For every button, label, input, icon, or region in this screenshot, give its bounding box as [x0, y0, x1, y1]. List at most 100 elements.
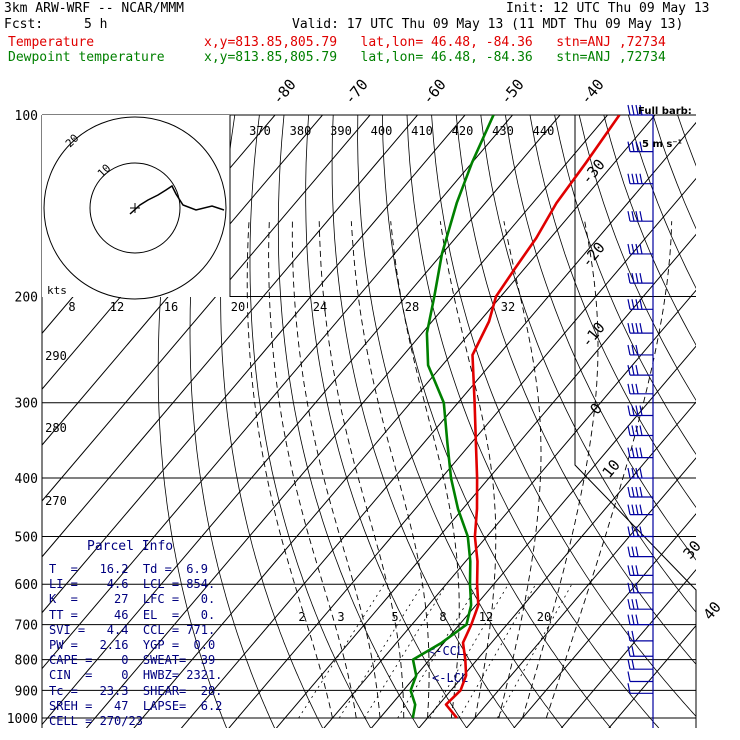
moist-adiabat-line [350, 221, 430, 719]
barb-legend: Full barb: 5 m s⁻¹ [638, 84, 692, 161]
wind-barb-flag [635, 526, 639, 537]
wind-barb [627, 582, 653, 594]
mixing-ratio-line [497, 584, 573, 719]
wind-barb-flag [635, 243, 639, 255]
wind-barb-flag [631, 383, 635, 394]
isotherm-label: 30 [679, 537, 704, 562]
wind-barb-flag [635, 546, 639, 557]
wind-barb-flag [631, 425, 635, 436]
model-title: 3km ARW-WRF -- NCAR/MMM [4, 1, 185, 16]
theta-label: 430 [492, 124, 514, 138]
left-theta-label: 290 [45, 349, 67, 363]
moist-adiabat-line [439, 221, 497, 719]
barb-legend-line1: Full barb: [638, 106, 692, 117]
wind-barb-flag [639, 467, 643, 479]
mixing-ratio-label: 12 [479, 610, 493, 624]
wind-barb [627, 104, 653, 116]
wind-barb-flag [635, 104, 639, 116]
mixing-ratio-line [458, 584, 537, 719]
wind-barb-flag [631, 614, 635, 625]
wind-barb-flag [639, 141, 643, 152]
wind-barb-flag [627, 211, 631, 222]
isotherm-line [370, 345, 696, 728]
wind-barb-flag [627, 671, 631, 682]
wind-barb-flag [639, 299, 643, 310]
dry-adiabat-line [220, 115, 323, 728]
wind-barb-flag [627, 425, 631, 436]
moist-adiabat-line [390, 221, 460, 719]
wind-barb-flag [631, 504, 635, 515]
pressure-tick-label: 600 [15, 578, 38, 593]
isotherm-line [42, 115, 419, 558]
kts-label: kts [47, 284, 67, 297]
dry-adiabat-line [277, 115, 420, 728]
wind-barb [627, 467, 653, 479]
init-time: Init: 12 UTC Thu 09 May 13 [506, 1, 710, 16]
isotherm-line [42, 115, 466, 614]
wind-barb-flag [627, 565, 631, 576]
left-theta-label: 280 [45, 421, 67, 435]
wind-barb-flag [631, 467, 635, 479]
wind-barb [627, 659, 653, 670]
wind-barb-flag [631, 486, 635, 498]
wind-barb [627, 425, 653, 437]
wind-barb-flag [627, 104, 631, 116]
wind-barb-flag [631, 104, 635, 116]
wind-barb-flag [631, 211, 635, 222]
wind-barb-flag [639, 272, 643, 284]
dry-adiabat-line [157, 115, 228, 728]
right-border [574, 115, 697, 728]
isotherm-line [85, 115, 609, 728]
wind-barb-flag [627, 243, 631, 255]
wind-barb-flag [627, 467, 631, 479]
hodograph-trace [129, 184, 225, 215]
isotherm-line [42, 115, 561, 726]
forecast-hours: 5 h [84, 17, 108, 32]
wind-barb [627, 630, 653, 642]
parcel-row: CAPE = 0 SWEAT= 39 [49, 653, 216, 668]
lcl-marker: <-LCL [432, 671, 468, 685]
isotherm-label: -50 [497, 76, 528, 108]
storm-motion-marker [130, 203, 140, 213]
hodograph-speed-label: 28 [405, 300, 419, 314]
wind-barb-flag [631, 546, 635, 557]
wind-barb-flag [627, 447, 631, 458]
isotherm-line [228, 177, 696, 728]
wind-barb-flag [635, 447, 639, 458]
wind-barb-flag [627, 630, 631, 642]
wind-barb-flag [631, 582, 635, 593]
dry-adiabat-line [480, 115, 696, 613]
dry-adiabat-line [431, 115, 696, 717]
dry-adiabat-line [529, 115, 696, 509]
hodograph-ring [43, 116, 227, 300]
dewpoint-legend: Dewpoint temperature [8, 50, 165, 65]
mixing-ratio-line [364, 584, 447, 719]
wind-barb [627, 546, 653, 558]
dry-adiabat-line [677, 115, 696, 167]
wind-barb-flag [635, 582, 639, 593]
wind-barb-flag [631, 630, 635, 642]
wind-barb-flag [627, 599, 631, 610]
isotherm-line [42, 115, 371, 502]
wind-barb [627, 671, 653, 683]
isotherm-label: -80 [269, 76, 300, 108]
dry-adiabat-line [189, 115, 276, 728]
wind-barb-flag [635, 486, 639, 498]
wind-barb-flag [627, 173, 631, 184]
wind-barb-flag [627, 582, 631, 593]
wind-barb-flag [639, 173, 643, 184]
pressure-tick-label: 100 [15, 109, 38, 124]
hodograph-bg [42, 115, 230, 297]
wind-barb-flag [639, 243, 643, 255]
wind-barb-flag [627, 405, 631, 416]
wind-barb [627, 364, 653, 376]
wind-barb-flag [627, 659, 631, 670]
barb-legend-line2: 5 m s⁻¹ [642, 139, 682, 150]
wind-barb [627, 141, 653, 153]
wind-barb-flag [631, 344, 635, 356]
wind-barb [627, 211, 653, 222]
hodograph-speed-label: 20 [231, 300, 245, 314]
wind-barb [627, 614, 653, 626]
isotherm-label: -70 [341, 76, 372, 108]
wind-barb-flag [631, 173, 635, 184]
